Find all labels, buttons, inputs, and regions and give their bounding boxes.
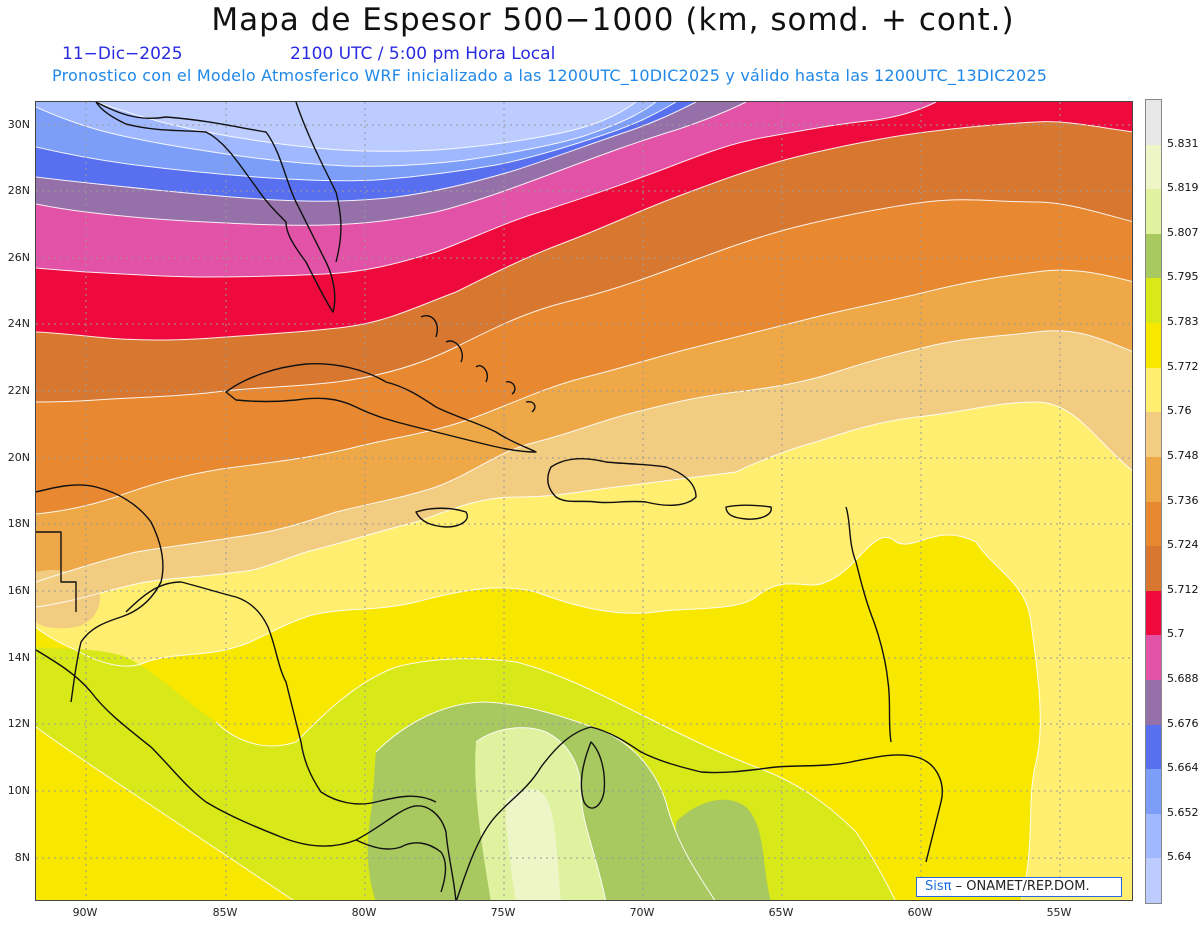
jamaica	[415, 507, 468, 528]
sispi-logo: Sisπ	[925, 879, 952, 894]
colorbar-segment	[1146, 144, 1161, 190]
colorbar-label: 5.664	[1167, 761, 1199, 775]
lat-label: 8N	[14, 851, 30, 864]
colorbar-label: 5.724	[1167, 538, 1199, 552]
central-america-caribbean	[125, 581, 437, 805]
lon-label: 65W	[768, 906, 794, 919]
lat-label: 24N	[7, 317, 30, 330]
lat-label: 30N	[7, 118, 30, 131]
colorbar-label: 5.831	[1167, 136, 1199, 150]
band-5748-yucatan	[36, 570, 100, 629]
credit-box: Sisπ – ONAMET/REP.DOM.	[916, 877, 1122, 897]
colorbar-label: 5.676	[1167, 716, 1199, 730]
colorbar-label: 5.783	[1167, 315, 1199, 329]
puerto-rico	[725, 504, 772, 520]
graticule	[36, 102, 1132, 900]
florida-east	[295, 102, 342, 263]
lat-label: 16N	[7, 584, 30, 597]
colorbar-label: 5.819	[1167, 181, 1199, 195]
south-america	[455, 726, 943, 900]
colorbar-label: 5.712	[1167, 582, 1199, 596]
colorbar-label: 5.736	[1167, 493, 1199, 507]
contour-lines	[36, 102, 1132, 900]
lon-label: 75W	[490, 906, 516, 919]
colorbar-segment	[1146, 233, 1161, 279]
lake-maracaibo	[580, 741, 606, 809]
colorbar-segment	[1146, 635, 1161, 681]
lat-label: 20N	[7, 451, 30, 464]
lon-label: 80W	[351, 906, 377, 919]
central-america	[36, 649, 457, 900]
colorbar-segment	[1146, 367, 1161, 413]
hispaniola	[547, 458, 697, 506]
colorbar-segment	[1146, 813, 1161, 859]
lat-label: 10N	[7, 784, 30, 797]
lat-label: 22N	[7, 384, 30, 397]
colorbar-segment	[1146, 412, 1161, 458]
lat-label: 12N	[7, 717, 30, 730]
mexico-border	[36, 531, 77, 612]
lon-label: 90W	[72, 906, 98, 919]
colorbar-label: 5.748	[1167, 448, 1199, 462]
lat-label: 14N	[7, 651, 30, 664]
colorbar-segment	[1146, 501, 1161, 547]
colorbar-label: 5.76	[1167, 404, 1192, 418]
lon-label: 55W	[1046, 906, 1072, 919]
forecast-date: 11−Dic−2025	[62, 44, 183, 64]
colorbar-segment	[1146, 323, 1161, 369]
colorbar-label: 5.7	[1167, 627, 1185, 641]
colorbar-label: 5.64	[1167, 850, 1192, 864]
lesser-antilles	[845, 506, 892, 743]
valid-time: 2100 UTC / 5:00 pm Hora Local	[290, 44, 556, 64]
colorbar-segment	[1146, 456, 1161, 502]
thickness-field	[36, 102, 1132, 900]
panama	[355, 839, 447, 893]
bahamas	[420, 315, 536, 413]
colorbar-label: 5.688	[1167, 671, 1199, 685]
band-5640	[96, 102, 636, 152]
band-5807-east	[676, 799, 771, 900]
colorbar-label: 5.807	[1167, 225, 1199, 239]
lat-label: 18N	[7, 517, 30, 530]
colorbar-segment	[1146, 590, 1161, 636]
lon-label: 70W	[629, 906, 655, 919]
florida-coast	[95, 102, 336, 313]
colorbar-label: 5.652	[1167, 805, 1199, 819]
coastlines	[36, 102, 943, 900]
colorbar-segment	[1146, 546, 1161, 592]
credit-org: – ONAMET/REP.DOM.	[951, 879, 1090, 894]
yucatan	[36, 484, 164, 703]
model-description: Pronostico con el Modelo Atmosferico WRF…	[52, 66, 1048, 85]
cuba	[225, 362, 537, 453]
lon-label: 60W	[907, 906, 933, 919]
band-5831	[506, 788, 561, 900]
colorbar-segment	[1146, 769, 1161, 815]
colorbar-segment	[1146, 189, 1161, 235]
colorbar-segment	[1146, 278, 1161, 324]
colorbar-segment	[1146, 679, 1161, 726]
colorbar-segment	[1146, 100, 1161, 146]
lat-label: 26N	[7, 251, 30, 264]
colorbar-label: 5.772	[1167, 359, 1199, 373]
colorbar-segment	[1146, 724, 1161, 770]
colorbar-segment	[1146, 858, 1161, 903]
map-title: Mapa de Espesor 500−1000 (km, somd. + co…	[211, 2, 1015, 38]
thickness-map[interactable]	[35, 101, 1133, 901]
lat-label: 28N	[7, 184, 30, 197]
colorbar-label: 5.795	[1167, 270, 1199, 284]
colorbar	[1145, 99, 1162, 904]
lon-label: 85W	[212, 906, 238, 919]
